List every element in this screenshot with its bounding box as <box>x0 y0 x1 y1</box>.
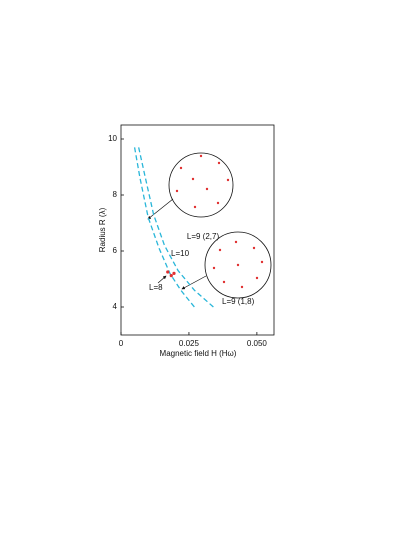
y-tick-label: 8 <box>113 190 118 199</box>
y-tick-label: 6 <box>113 246 118 255</box>
x-tick-label: 0 <box>119 339 124 348</box>
arrow <box>147 198 174 220</box>
inset-1 <box>168 152 234 218</box>
annotation: L=9 (1,8) <box>222 297 255 306</box>
x-tick-label: 0.050 <box>247 339 268 348</box>
annotation: L=9 (2,7) <box>187 232 220 241</box>
annotation: L=8 <box>149 283 163 292</box>
plot-frame <box>120 124 275 336</box>
x-tick-label: 0.025 <box>179 339 200 348</box>
annotation: L=10 <box>171 249 190 258</box>
x-axis-label: Magnetic field H (Hω) <box>160 349 237 358</box>
point <box>169 274 173 278</box>
arrow <box>181 275 207 290</box>
arrow <box>157 275 167 284</box>
curve <box>138 147 214 308</box>
point <box>172 271 176 275</box>
y-tick-label: 10 <box>108 134 117 143</box>
inset-2 <box>204 231 272 299</box>
y-axis-label: Radius R (λ) <box>98 207 107 252</box>
y-tick-label: 4 <box>113 302 118 311</box>
point <box>166 270 170 274</box>
